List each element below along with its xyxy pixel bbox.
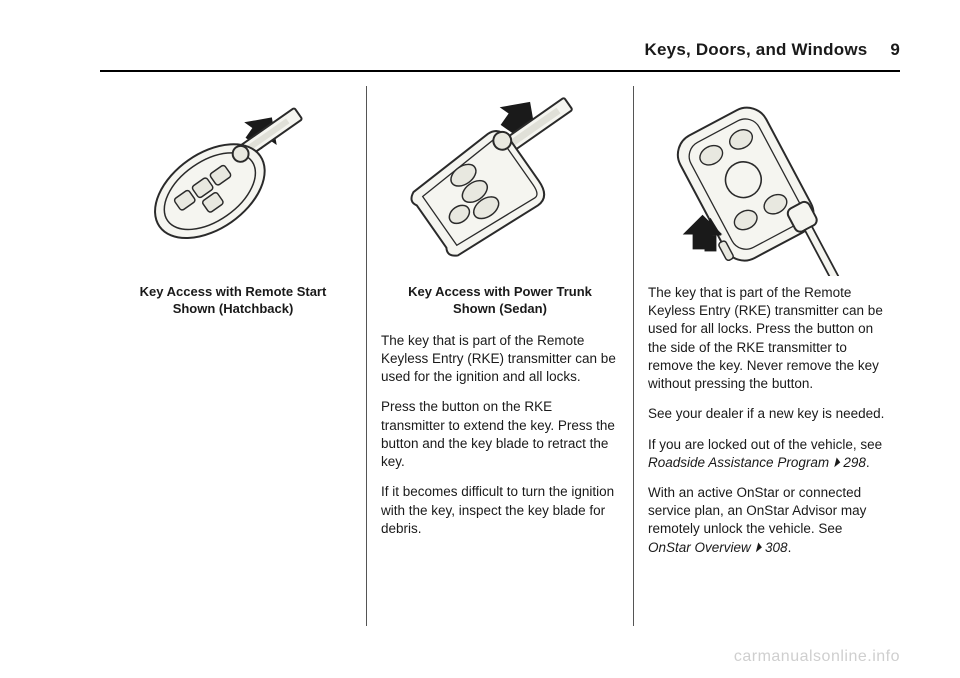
content-columns: Key Access with Remote Start Shown (Hatc… [100,86,900,626]
manual-page: Keys, Doors, and Windows 9 [0,0,960,678]
body-text: See your dealer if a new key is needed. [648,405,886,423]
caption-line: Shown (Sedan) [453,301,547,316]
figure-hatchback-key [114,86,352,276]
text-fragment: . [788,540,792,555]
body-text: With an active OnStar or connected servi… [648,484,886,557]
column-1: Key Access with Remote Start Shown (Hatc… [100,86,366,626]
body-text: The key that is part of the Remote Keyle… [648,284,886,393]
cross-ref: Roadside Assistance Program [648,455,829,470]
body-text: If you are locked out of the vehicle, se… [648,436,886,472]
column-2: Key Access with Power Trunk Shown (Sedan… [366,86,633,626]
figure-keyless-fob [648,86,886,276]
caption-line: Key Access with Remote Start [140,284,327,299]
body-text: The key that is part of the Remote Keyle… [381,332,619,387]
text-fragment: . [866,455,870,470]
text-fragment: With an active OnStar or connected servi… [648,485,866,536]
column-3: The key that is part of the Remote Keyle… [633,86,900,626]
caption-sedan: Key Access with Power Trunk Shown (Sedan… [381,284,619,318]
caption-line: Shown (Hatchback) [173,301,294,316]
text-fragment: If you are locked out of the vehicle, se… [648,437,882,452]
page-ref: ⏵ 298 [829,455,866,470]
section-title: Keys, Doors, and Windows [645,40,868,59]
body-text: Press the button on the RKE transmitter … [381,398,619,471]
body-text: If it becomes difficult to turn the igni… [381,483,619,538]
page-number: 9 [890,40,900,59]
cross-ref: OnStar Overview [648,540,751,555]
page-header: Keys, Doors, and Windows 9 [100,40,900,72]
watermark: carmanualsonline.info [734,648,900,666]
page-ref: ⏵ 308 [751,540,788,555]
figure-sedan-key [381,86,619,276]
caption-line: Key Access with Power Trunk [408,284,592,299]
caption-hatchback: Key Access with Remote Start Shown (Hatc… [114,284,352,318]
